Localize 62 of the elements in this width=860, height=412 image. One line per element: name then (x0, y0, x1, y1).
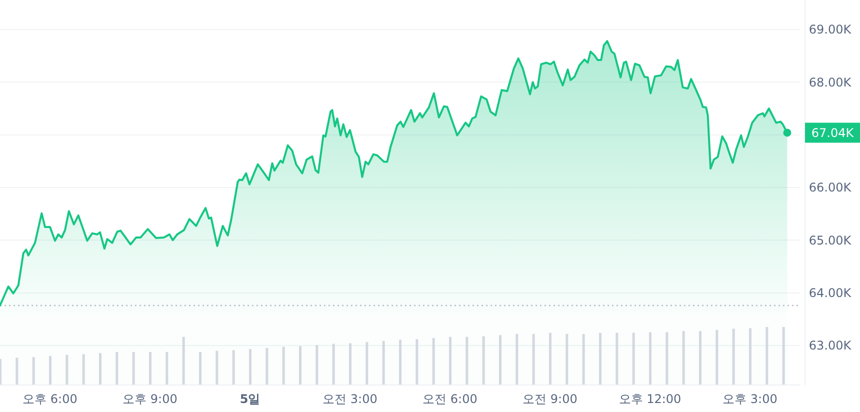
bar (132, 352, 135, 385)
bar (782, 327, 785, 385)
bar (299, 346, 302, 385)
bar (616, 332, 618, 385)
bar (499, 335, 502, 385)
x-tick-label: 오후 9:00 (122, 392, 178, 406)
bar (266, 348, 268, 385)
bar (182, 336, 185, 385)
y-tick-label: 65.00K (808, 233, 852, 248)
bar (166, 352, 168, 385)
bar (332, 344, 335, 385)
bar (282, 346, 285, 385)
x-tick-label: 오전 3:00 (322, 392, 378, 406)
bar (16, 358, 18, 385)
x-tick-label: 오후 12:00 (618, 392, 682, 406)
annotation: 67.04K (811, 126, 855, 140)
bar (532, 334, 535, 385)
bar (99, 353, 102, 385)
bar (349, 343, 352, 385)
bar (416, 339, 418, 385)
bar (682, 331, 685, 385)
bar (449, 336, 452, 385)
bar (199, 352, 202, 385)
bar (382, 340, 385, 385)
bar (366, 342, 368, 385)
bar (516, 334, 518, 385)
bar (649, 332, 652, 385)
y-tick-label: 69.00K (808, 22, 852, 37)
x-tick-label: 오전 9:00 (522, 392, 578, 406)
x-tick-label: 오후 3:00 (722, 392, 778, 406)
bar (149, 352, 152, 385)
bar (482, 336, 485, 385)
bar (82, 354, 85, 385)
bar (666, 332, 668, 385)
y-tick-label: 64.00K (808, 286, 852, 300)
bar (32, 357, 35, 385)
bar (716, 330, 718, 385)
bar (116, 352, 118, 385)
bar (766, 327, 768, 385)
bar (399, 340, 402, 385)
bar (599, 332, 602, 385)
bar (49, 356, 52, 385)
y-tick-label: 66.00K (808, 180, 852, 195)
bar (566, 334, 568, 385)
bar (66, 354, 68, 385)
bar (316, 344, 318, 385)
bar (749, 328, 752, 385)
bar (432, 338, 435, 385)
x-tick-label: 오후 6:00 (22, 392, 78, 406)
y-tick-label: 68.00K (808, 75, 852, 90)
bar (549, 332, 552, 385)
x-tick-label: 오전 6:00 (422, 392, 478, 406)
bar (699, 331, 702, 385)
y-tick-label: 63.00K (808, 338, 852, 353)
bar (232, 350, 235, 385)
bar (216, 350, 218, 385)
x-tick-label: 5일 (240, 392, 260, 406)
bar (632, 332, 635, 385)
bar (582, 334, 585, 385)
bar (249, 349, 252, 385)
bar (466, 336, 468, 385)
bar (732, 328, 735, 385)
